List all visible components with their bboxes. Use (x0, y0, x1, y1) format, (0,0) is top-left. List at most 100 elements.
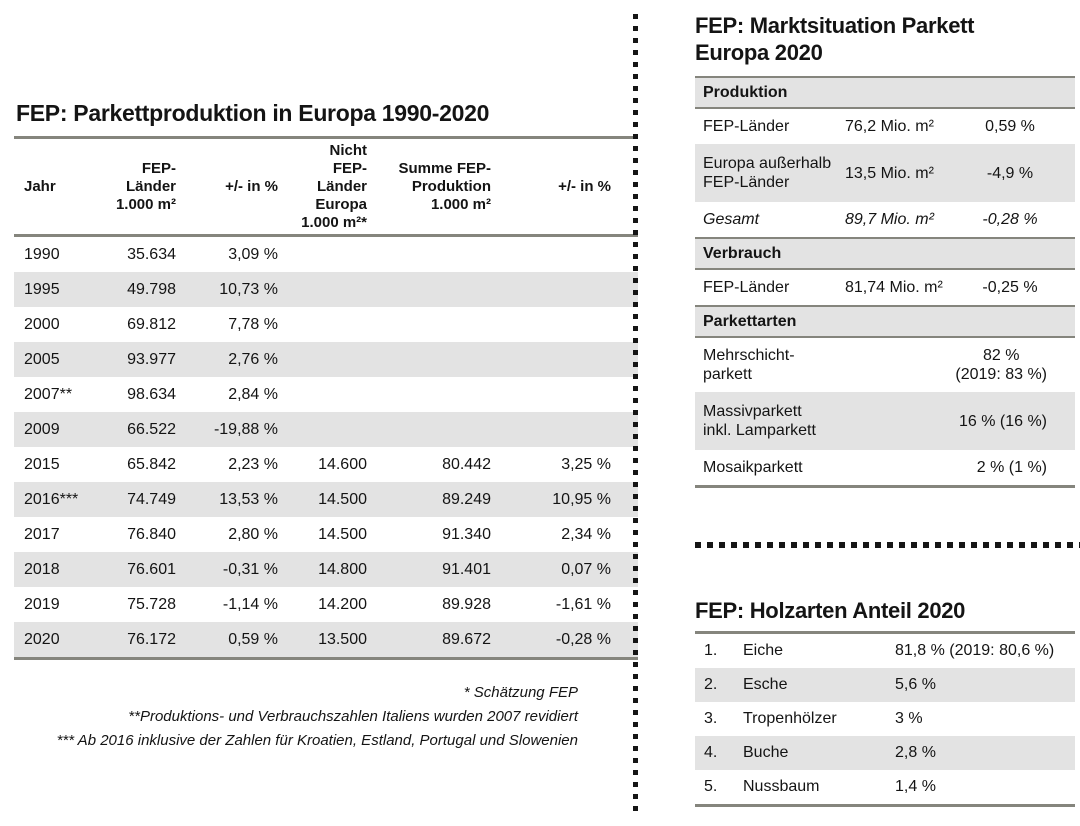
table-row: 1990 35.634 3,09 % (14, 236, 638, 273)
cell-pct1: 13,53 % (219, 490, 278, 508)
cell-jahr: 1995 (24, 280, 60, 298)
row-value-text: 16 % (16 %) (958, 412, 1047, 430)
cell-summe: 91.401 (442, 560, 491, 578)
cell-fep: 74.749 (127, 490, 176, 508)
row-label: Mosaikparkett (703, 459, 803, 476)
cell-jahr: 2020 (24, 630, 60, 648)
table-row: 2007** 98.634 2,84 % (14, 377, 638, 412)
col-header-change-2: +/- in % (497, 137, 638, 237)
table-row: FEP-Länder 76,2 Mio. m² 0,59 % (695, 109, 1075, 144)
cell-summe (373, 412, 497, 447)
cell-fep: 98.634 (127, 385, 176, 403)
cell-pct1: 7,78 % (228, 315, 278, 333)
table-row: 2009 66.522 -19,88 % (14, 412, 638, 447)
row-label: Europa außerhalb FEP-Länder (703, 155, 832, 191)
row-value: 5,6 % (895, 676, 936, 693)
production-title: FEP: Parkettproduktion in Europa 1990-20… (16, 100, 490, 126)
cell-summe: 89.249 (442, 490, 491, 508)
row-value: 81,8 % (2019: 80,6 %) (895, 642, 1055, 659)
cell-pct1: -19,88 % (213, 420, 278, 438)
footnote-3: *** Ab 2016 inklusive der Zahlen für Kro… (56, 732, 578, 749)
vertical-dotted-divider (633, 14, 638, 816)
table-row: 2018 76.601 -0,31 % 14.800 91.401 0,07 % (14, 552, 638, 587)
row-rank: 3. (704, 710, 718, 727)
cell-fep: 69.812 (127, 315, 176, 333)
row-value: 3 % (895, 710, 923, 727)
wood-section: FEP: Holzarten Anteil 2020 1. Eiche 81,8… (695, 597, 1075, 807)
table-row: 2005 93.977 2,76 % (14, 342, 638, 377)
cell-nicht (283, 272, 373, 307)
row-name: Nussbaum (743, 778, 820, 795)
table-row: 2020 76.172 0,59 % 13.500 89.672 -0,28 % (14, 622, 638, 659)
cell-pct2 (497, 236, 638, 273)
row-percent: -4,9 % (986, 164, 1034, 182)
cell-pct1: 2,23 % (228, 455, 278, 473)
cell-pct2: 2,34 % (561, 525, 611, 543)
cell-nicht: 14.800 (318, 560, 367, 578)
cell-nicht (283, 412, 373, 447)
cell-summe: 80.442 (442, 455, 491, 473)
cell-jahr: 2009 (24, 420, 60, 438)
table-row: 2019 75.728 -1,14 % 14.200 89.928 -1,61 … (14, 587, 638, 622)
row-label: Gesamt (703, 211, 760, 228)
row-name: Eiche (743, 642, 784, 659)
row-value-text: 82 % (2019: 83 %) (955, 347, 1047, 383)
row-label: FEP-Länder (703, 118, 790, 135)
cell-jahr: 2017 (24, 525, 60, 543)
cell-fep: 75.728 (127, 595, 176, 613)
cell-pct2: 10,95 % (552, 490, 611, 508)
cell-pct1: -0,31 % (222, 560, 278, 578)
cell-nicht (283, 307, 373, 342)
cell-pct2 (497, 307, 638, 342)
table-row: 2015 65.842 2,23 % 14.600 80.442 3,25 % (14, 447, 638, 482)
table-row: 3. Tropenhölzer 3 % (695, 702, 1075, 736)
row-percent: -0,25 % (982, 279, 1038, 296)
cell-fep: 49.798 (127, 280, 176, 298)
row-label: Massivparkett inkl. Lamparkett (703, 403, 816, 439)
col-header-jahr: Jahr (14, 137, 100, 237)
row-value: 1,4 % (895, 778, 936, 795)
cell-summe: 89.672 (442, 630, 491, 648)
table-row: 2016*** 74.749 13,53 % 14.500 89.249 10,… (14, 482, 638, 517)
row-value: 13,5 Mio. m² (845, 164, 934, 182)
cell-pct2 (497, 377, 638, 412)
cell-pct2 (497, 272, 638, 307)
table-row: 1. Eiche 81,8 % (2019: 80,6 %) (695, 634, 1075, 668)
cell-summe: 89.928 (442, 595, 491, 613)
cell-nicht (283, 342, 373, 377)
cell-nicht: 14.500 (318, 525, 367, 543)
cell-jahr: 1990 (24, 245, 60, 263)
cell-nicht (283, 377, 373, 412)
cell-fep: 66.522 (127, 420, 176, 438)
table-row: 5. Nussbaum 1,4 % (695, 770, 1075, 804)
table-row: Mosaikparkett 2 % (1 %) (695, 450, 1075, 488)
footnotes: * Schätzung FEP **Produktions- und Verbr… (14, 681, 578, 753)
cell-pct1: 0,59 % (228, 630, 278, 648)
table-row: 4. Buche 2,8 % (695, 736, 1075, 770)
cell-summe (373, 377, 497, 412)
production-header-row: Jahr FEP- Länder 1.000 m² +/- in % Nicht… (14, 137, 638, 237)
production-section: FEP: Parkettproduktion in Europa 1990-20… (14, 100, 638, 753)
cell-nicht: 14.500 (318, 490, 367, 508)
row-value: 82 % (2019: 83 %) (865, 346, 1075, 384)
cell-pct1: 2,76 % (228, 350, 278, 368)
cell-summe (373, 272, 497, 307)
horizontal-dotted-divider (695, 542, 1080, 548)
cell-summe: 91.340 (442, 525, 491, 543)
cell-jahr: 2007** (24, 385, 73, 403)
cell-nicht (283, 236, 373, 273)
row-label: FEP-Länder (703, 279, 790, 296)
market-title: FEP: Marktsituation Parkett Europa 2020 (695, 13, 975, 65)
cell-nicht: 13.500 (318, 630, 367, 648)
cell-pct2 (497, 342, 638, 377)
cell-nicht: 14.200 (318, 595, 367, 613)
row-rank: 4. (704, 744, 718, 761)
cell-pct1: 2,80 % (228, 525, 278, 543)
cell-fep: 93.977 (127, 350, 176, 368)
col-header-summe: Summe FEP- Produktion 1.000 m² (373, 137, 497, 237)
cell-pct2: 3,25 % (561, 455, 611, 473)
wood-table: 1. Eiche 81,8 % (2019: 80,6 %) 2. Esche … (695, 631, 1075, 807)
row-value: 76,2 Mio. m² (845, 118, 934, 135)
col-header-fep-laender: FEP- Länder 1.000 m² (100, 137, 182, 237)
wood-title: FEP: Holzarten Anteil 2020 (695, 598, 966, 623)
